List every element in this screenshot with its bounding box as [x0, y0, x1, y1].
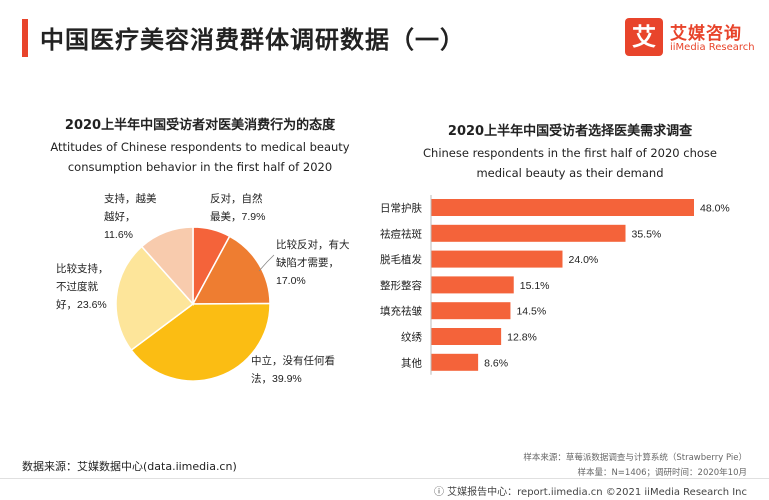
bar-category-label: 其他: [401, 356, 422, 369]
bar-chart-title-cn: 2020上半年中国受访者选择医美需求调查: [447, 124, 693, 139]
copyright-credit: ⓘ 艾媒报告中心：report.iimedia.cn ©2021 iiMedia…: [433, 487, 747, 498]
bar-value-label: 24.0%: [569, 254, 599, 266]
bar-chart-title-en-line2: medical beauty as their demand: [476, 166, 664, 180]
bar-value-label: 15.1%: [520, 280, 550, 292]
bar-category-label: 日常护肤: [380, 202, 422, 215]
pie-slice-label: 中立，没有任何看法，39.9%: [251, 354, 335, 385]
pie-chart-title-en-line2: consumption behavior in the first half o…: [67, 160, 333, 174]
pie-slice: [115, 245, 195, 352]
logo-mark-icon: 艾: [625, 18, 663, 56]
pie-slice: [130, 302, 271, 382]
bar-category-label: 整形整容: [380, 279, 422, 292]
logo-english-text: iiMedia Research: [670, 42, 755, 53]
bar-6: [431, 328, 502, 345]
pie-leader-line: [258, 254, 275, 272]
bar-1: [431, 199, 694, 216]
bar-7: [431, 353, 479, 371]
bar-value-label: 35.5%: [632, 228, 662, 240]
pie-slice: [140, 226, 194, 306]
title-accent-bar: [22, 19, 28, 57]
bar-4: [431, 276, 514, 294]
bar-3: [431, 250, 563, 268]
pie-chart-title-en-line1: Attitudes of Chinese respondents to medi…: [50, 140, 350, 154]
page-title: 中国医疗美容消费群体调研数据（一）: [40, 26, 465, 54]
footer-divider: [0, 478, 769, 479]
pie-slice-label: 比较反对，有大缺陷才需要， 17.0%: [276, 238, 350, 287]
iimedia-logo: 艾 艾媒咨询 iiMedia Research: [625, 18, 765, 58]
bar-chart-title-en: Chinese respondents in the first half of…: [380, 143, 760, 183]
bar-value-label: 12.8%: [507, 332, 537, 344]
bar-chart-title-en-line1: Chinese respondents in the first half of…: [423, 146, 717, 160]
bar-category-label: 祛痘祛斑: [380, 227, 422, 240]
bar-value-label: 48.0%: [700, 203, 730, 215]
bar-5: [431, 302, 511, 320]
sample-source-note: 样本来源：草莓派数据调查与计算系统（Strawberry Pie）: [523, 453, 747, 463]
bar-value-label: 14.5%: [516, 306, 546, 318]
pie-chart-title-en: Attitudes of Chinese respondents to medi…: [25, 137, 375, 177]
bar-category-label: 脱毛植发: [380, 253, 422, 266]
bar-value-label: 8.6%: [484, 357, 508, 369]
data-source: 数据来源：艾媒数据中心(data.iimedia.cn): [22, 460, 237, 473]
pie-slice: [191, 235, 271, 305]
bar-category-label: 填充祛皱: [380, 305, 422, 318]
pie-slice-label: 反对，自然最美，7.9%: [210, 192, 265, 223]
sample-size-note: 样本量：N=1406；调研时间：2020年10月: [577, 468, 747, 478]
pie-chart-title-cn: 2020上半年中国受访者对医美消费行为的态度: [64, 118, 336, 133]
pie-slice-label: 比较支持，不过度就好，23.6%: [56, 262, 109, 311]
pie-slice-label: 支持，越美越好， 11.6%: [104, 192, 157, 241]
bar-category-label: 纹绣: [401, 331, 422, 344]
logo-chinese-text: 艾媒咨询: [670, 24, 742, 44]
bar-2: [431, 224, 626, 242]
